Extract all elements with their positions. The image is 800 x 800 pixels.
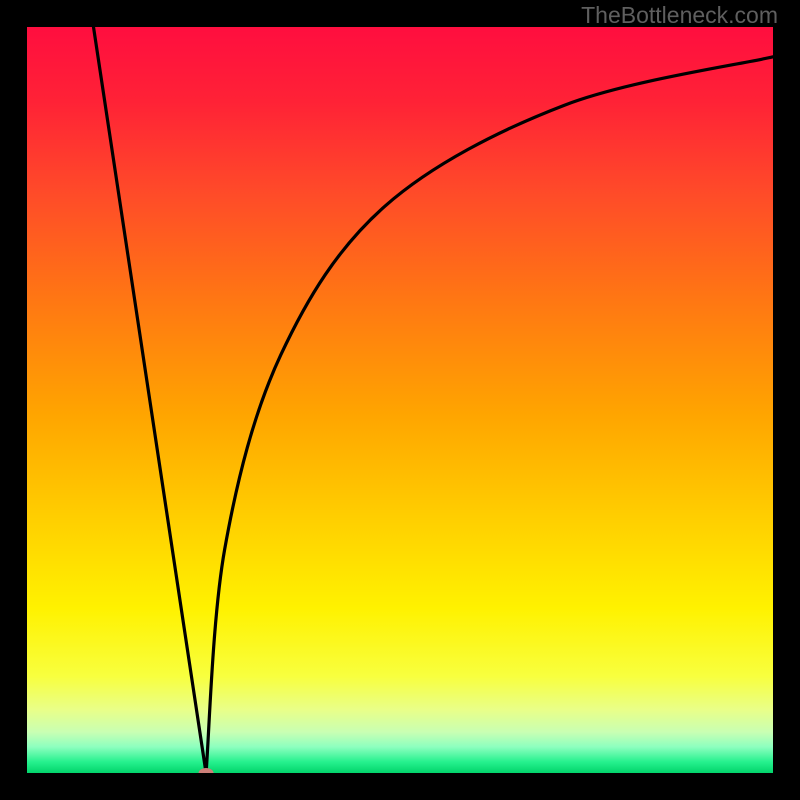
chart-border xyxy=(0,0,800,800)
outer-border xyxy=(0,0,800,800)
chart-container: TheBottleneck.com xyxy=(0,0,800,800)
watermark-text: TheBottleneck.com xyxy=(581,2,778,29)
